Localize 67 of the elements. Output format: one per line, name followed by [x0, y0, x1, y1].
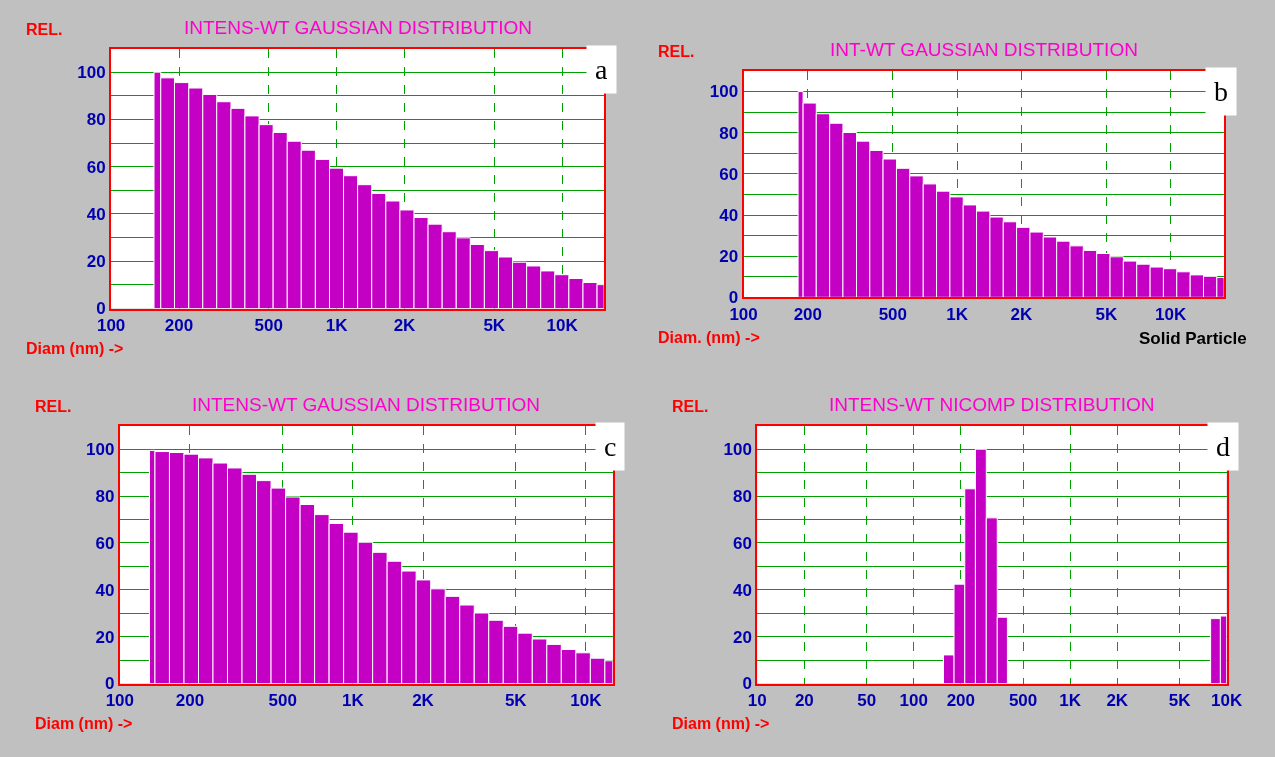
- x-tick-label: 10K: [1155, 304, 1187, 324]
- x-axis-title: Diam (nm) ->: [26, 340, 124, 357]
- y-tick-label: 0: [96, 299, 106, 319]
- y-tick-label: 20: [732, 627, 752, 647]
- x-tick-label: 200: [946, 690, 975, 710]
- y-axis-title: REL.: [672, 398, 709, 415]
- x-tick-label: 2K: [1106, 690, 1129, 710]
- x-axis-title: Diam. (nm) ->: [658, 329, 760, 346]
- x-tick-label: 10K: [1211, 690, 1243, 710]
- x-tick-label: 500: [254, 315, 283, 335]
- y-axis-title: REL.: [35, 398, 72, 415]
- x-tick-label: 200: [164, 315, 194, 335]
- x-tick-label: 1K: [325, 315, 349, 335]
- annotation: b: [1214, 76, 1228, 107]
- y-tick-label: 80: [86, 110, 106, 130]
- annotation: a: [595, 54, 608, 85]
- x-axis-title: Diam (nm) ->: [672, 715, 770, 732]
- x-axis-title: Diam (nm) ->: [35, 715, 133, 732]
- chart-title: INTENS-WT NICOMP DISTRIBUTION: [829, 394, 1155, 415]
- x-tick-label: 5K: [1095, 304, 1118, 324]
- annotation: c: [604, 431, 617, 462]
- x-tick-label: 2K: [393, 315, 417, 335]
- x-tick-label: 5K: [504, 690, 528, 710]
- x-tick-label: 500: [1008, 690, 1038, 710]
- x-tick-label: 200: [175, 690, 205, 710]
- x-tick-label: 10K: [570, 690, 603, 710]
- y-tick-label: 0: [728, 288, 739, 308]
- y-tick-label: 20: [86, 252, 106, 272]
- x-tick-label: 200: [793, 304, 823, 324]
- x-tick-label: 1K: [342, 690, 365, 710]
- y-tick-label: 100: [709, 82, 739, 102]
- y-tick-label: 60: [86, 157, 106, 177]
- chart-title: INTENS-WT GAUSSIAN DISTRIBUTION: [192, 394, 541, 415]
- y-tick-label: 20: [95, 627, 115, 647]
- x-tick-label: 5K: [483, 315, 506, 335]
- x-tick-label: 5K: [1168, 690, 1192, 710]
- x-tick-label: 100: [899, 690, 928, 710]
- y-tick-label: 100: [86, 440, 115, 460]
- chart-title: INTENS-WT GAUSSIAN DISTRIBUTION: [184, 17, 533, 38]
- chart-title: INT-WT GAUSSIAN DISTRIBUTION: [830, 39, 1138, 60]
- y-tick-label: 40: [732, 580, 752, 600]
- y-tick-label: 80: [719, 123, 739, 143]
- y-tick-label: 100: [77, 63, 106, 83]
- y-tick-label: 80: [95, 487, 115, 507]
- x-tick-label: 10K: [546, 315, 579, 335]
- y-tick-label: 100: [723, 440, 752, 460]
- y-tick-label: 60: [719, 164, 739, 184]
- y-tick-label: 40: [719, 205, 739, 225]
- y-tick-label: 60: [95, 533, 115, 553]
- x-tick-label: 1K: [1059, 690, 1082, 710]
- text: Solid Particle: [1139, 329, 1247, 348]
- y-tick-label: 80: [732, 487, 752, 507]
- y-tick-label: 20: [719, 247, 739, 267]
- y-tick-label: 40: [86, 204, 106, 224]
- y-tick-label: 0: [104, 674, 115, 694]
- x-tick-label: 500: [878, 304, 908, 324]
- x-tick-label: 2K: [412, 690, 435, 710]
- annotation: d: [1216, 431, 1230, 462]
- y-tick-label: 60: [732, 533, 752, 553]
- y-tick-label: 40: [95, 580, 115, 600]
- x-tick-label: 20: [794, 690, 814, 710]
- x-tick-label: 50: [857, 690, 877, 710]
- x-tick-label: 1K: [946, 304, 969, 324]
- y-axis-title: REL.: [26, 21, 63, 38]
- x-tick-label: 500: [268, 690, 297, 710]
- y-axis-title: REL.: [658, 43, 695, 60]
- x-tick-label: 2K: [1010, 304, 1033, 324]
